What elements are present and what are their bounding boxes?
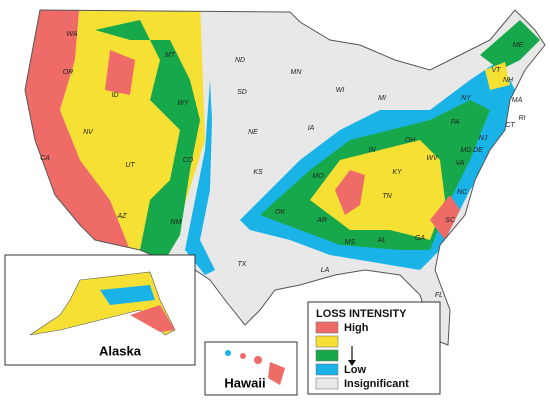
- state-label: SC: [445, 217, 456, 224]
- state-label: TN: [382, 193, 392, 200]
- state-label: ME: [513, 42, 524, 49]
- state-label: MO: [312, 173, 324, 180]
- legend-label: High: [344, 322, 369, 334]
- hawaii-island: [268, 362, 285, 385]
- state-label: VT: [492, 67, 502, 74]
- alaska-region: [100, 285, 155, 305]
- alaska-label: Alaska: [99, 343, 142, 358]
- state-label: GA: [415, 235, 425, 242]
- state-label: DE: [473, 147, 483, 154]
- state-label: UT: [125, 162, 135, 169]
- state-label: KS: [253, 169, 263, 176]
- state-label: SD: [237, 89, 247, 96]
- state-label: OR: [63, 69, 74, 76]
- legend-swatch: [315, 377, 339, 390]
- state-labels: WA OR CA NV ID MT WY UT AZ CO NM ND SD NE KS OK TX MN IA MO…: [40, 31, 525, 299]
- state-label: NV: [83, 129, 94, 136]
- state-label: NH: [503, 77, 514, 84]
- state-label: MI: [378, 95, 386, 102]
- legend-label: Low: [344, 364, 366, 376]
- state-label: OH: [405, 137, 416, 144]
- state-label: MT: [165, 52, 176, 59]
- alaska-region: [130, 305, 175, 332]
- state-label: WA: [66, 31, 77, 38]
- state-label: MS: [345, 239, 356, 246]
- legend-title: LOSS INTENSITY: [316, 308, 407, 320]
- state-label: KY: [392, 169, 403, 176]
- hawaii-island: [225, 350, 231, 356]
- legend-swatch: [315, 321, 339, 334]
- state-label: AZ: [117, 213, 128, 220]
- hawaii-label: Hawaii: [224, 375, 265, 390]
- state-label: AL: [377, 237, 387, 244]
- state-label: PA: [451, 119, 460, 126]
- state-label: RI: [519, 115, 526, 122]
- state-label: OK: [275, 209, 285, 216]
- state-label: FL: [435, 292, 443, 299]
- state-label: MN: [291, 69, 303, 76]
- state-label: AR: [316, 217, 327, 224]
- state-label: IN: [369, 147, 377, 154]
- hawaii-island: [254, 356, 262, 364]
- state-label: WY: [177, 100, 190, 107]
- state-label: LA: [321, 267, 330, 274]
- state-label: NM: [171, 219, 182, 226]
- state-label: MD: [461, 147, 472, 154]
- state-label: TX: [238, 261, 247, 268]
- state-label: NC: [457, 189, 468, 196]
- legend-items: High Low Insignificant: [315, 321, 409, 390]
- state-label: IA: [308, 125, 315, 132]
- state-label: CA: [40, 155, 50, 162]
- legend-arrow-head: [348, 360, 356, 366]
- state-label: ID: [112, 92, 119, 99]
- legend-swatch: [315, 363, 339, 376]
- legend-label: Insignificant: [344, 378, 409, 390]
- state-label: MA: [512, 97, 523, 104]
- state-label: WI: [336, 87, 345, 94]
- state-label: ND: [235, 57, 245, 64]
- hawaii-island: [240, 353, 246, 359]
- state-label: NJ: [479, 135, 488, 142]
- state-label: CT: [505, 122, 515, 129]
- state-label: VA: [456, 160, 465, 167]
- state-label: NY: [461, 95, 472, 102]
- legend-swatch: [315, 349, 339, 362]
- legend-swatch: [315, 335, 339, 348]
- state-label: CO: [183, 157, 194, 164]
- state-label: WV: [426, 155, 439, 162]
- state-label: NE: [248, 129, 258, 136]
